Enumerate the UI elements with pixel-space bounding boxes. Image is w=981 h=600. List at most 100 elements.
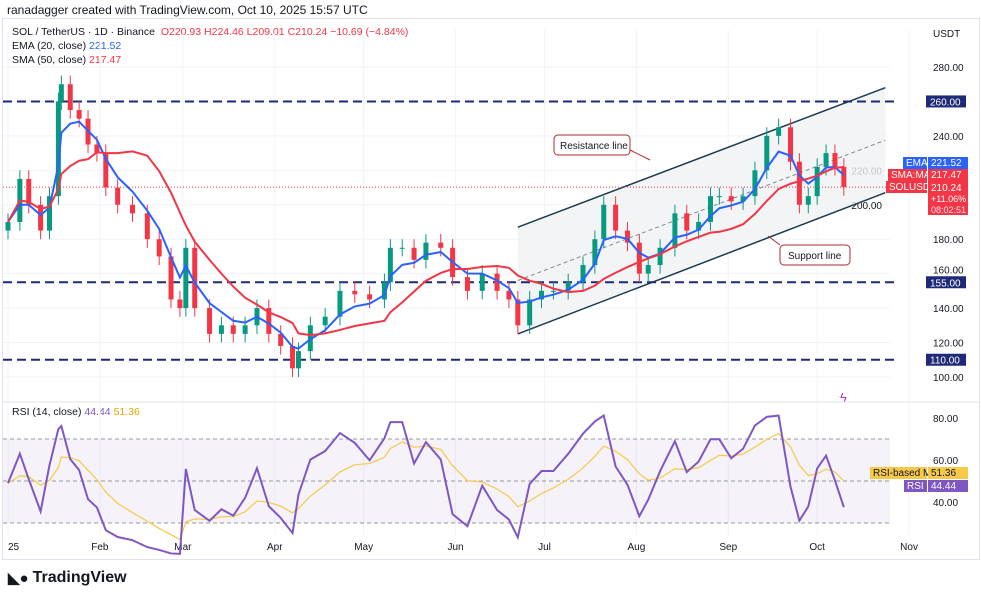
rsi-value: 44.44 xyxy=(84,406,111,418)
ema-value-badge: 221.52 xyxy=(931,158,962,169)
price-tick-label: 160.00 xyxy=(933,265,964,276)
candle-body xyxy=(657,247,663,266)
rsi-tick-label: 40.00 xyxy=(933,498,958,509)
candle-body xyxy=(183,247,189,309)
support-annotation: Support line xyxy=(788,251,842,262)
rsi-ma-line xyxy=(7,432,845,541)
candle-body xyxy=(613,204,619,231)
candle-body xyxy=(58,84,64,102)
candle-body xyxy=(636,242,642,274)
candle-body xyxy=(411,247,417,260)
support-annotation-box xyxy=(779,244,851,266)
candle-body xyxy=(527,299,533,326)
candle-body xyxy=(290,345,296,369)
rsi-badge-bg xyxy=(904,480,927,492)
candle-body xyxy=(776,127,782,136)
sma-legend[interactable]: SMA (50, close) 217.47 xyxy=(12,54,121,66)
tradingview-logo[interactable]: ◣● TradingView xyxy=(8,569,127,587)
candle-body xyxy=(156,239,162,257)
candle-body xyxy=(266,308,272,334)
candle-body xyxy=(672,213,678,248)
x-tick-label: Apr xyxy=(267,542,283,553)
candle-body xyxy=(479,273,485,291)
candle-body xyxy=(823,153,829,167)
ema-value-badge-bg xyxy=(928,157,968,169)
candle-body xyxy=(515,299,521,326)
rsi-label: RSI (14, close) xyxy=(12,406,82,418)
symbol-legend: SOL / TetherUS · 1D · Binance O220.93 H2… xyxy=(12,26,408,38)
candle-body xyxy=(494,273,500,291)
ema-badge-bg xyxy=(903,157,927,169)
candle-body xyxy=(787,127,793,162)
resistance-annotation: Resistance line xyxy=(560,141,628,152)
candle-body xyxy=(506,290,512,300)
rsi-ma-badge: RSI-based MA xyxy=(873,468,938,479)
candle-body xyxy=(841,166,847,188)
candle-body xyxy=(423,242,429,260)
candle-body xyxy=(565,282,571,291)
ema-label: EMA (20, close) xyxy=(12,40,87,52)
ema-value: 221.52 xyxy=(89,40,122,52)
support-line xyxy=(517,192,886,335)
candle-body xyxy=(76,110,82,119)
candle-body xyxy=(192,247,198,309)
candle-body xyxy=(832,153,838,167)
candle-body xyxy=(464,277,470,291)
sma-value-badge-bg xyxy=(928,169,968,181)
sma-value-badge: 217.47 xyxy=(931,170,962,181)
change-value: −10.69 (−4.84%) xyxy=(330,26,409,38)
open-value: O220.93 xyxy=(160,26,202,38)
candle-body xyxy=(352,290,358,295)
level-badge xyxy=(926,353,966,366)
rsi-ma-value: 51.36 xyxy=(113,406,140,418)
candle-body xyxy=(242,325,248,334)
level-label: 260.00 xyxy=(930,97,961,108)
candle-body xyxy=(764,135,770,171)
candle-body xyxy=(230,325,236,334)
candle-body xyxy=(26,178,32,205)
price-tick-label: 120.00 xyxy=(933,339,964,350)
level-badge xyxy=(926,95,966,108)
price-tick-label: 200.00 xyxy=(851,201,882,212)
level-label: 155.00 xyxy=(930,278,961,289)
ema-legend[interactable]: EMA (20, close) 221.52 xyxy=(12,40,121,52)
candle-body xyxy=(207,308,213,334)
candle-body xyxy=(399,247,405,249)
chart-frame[interactable] xyxy=(2,18,980,560)
level-badge xyxy=(926,276,966,289)
candle-body xyxy=(580,265,586,283)
x-tick-label: Mar xyxy=(174,542,192,553)
lightning-icon: ϟ xyxy=(840,390,847,405)
x-tick-label: Aug xyxy=(627,542,645,553)
candle-body xyxy=(684,213,690,231)
rsi-ma-value-badge-bg xyxy=(928,467,968,479)
x-tick-label: Feb xyxy=(91,542,109,553)
symbol-badge-bg xyxy=(886,181,927,193)
candle-body xyxy=(367,294,373,300)
symbol-name: SOL / TetherUS · 1D · Binance xyxy=(12,26,155,38)
candle-body xyxy=(539,290,545,300)
support-annotation-pointer xyxy=(767,235,781,246)
candle-body xyxy=(728,196,734,202)
rsi-badge: RSI xyxy=(907,481,924,492)
candle-body xyxy=(438,242,444,248)
x-tick-label: 25 xyxy=(8,542,20,553)
candle-body xyxy=(322,316,328,326)
candle-body xyxy=(94,144,100,154)
candle-body xyxy=(387,247,393,283)
x-tick-label: May xyxy=(354,542,373,553)
candle-body xyxy=(814,166,820,197)
candle-body xyxy=(624,230,630,243)
candle-body xyxy=(592,239,598,266)
sma-label: SMA (50, close) xyxy=(12,54,87,66)
candle-body xyxy=(177,299,183,309)
rsi-legend[interactable]: RSI (14, close) 44.44 51.36 xyxy=(12,406,140,418)
credit-text: ranadagger created with TradingView.com,… xyxy=(7,3,368,17)
candle-body xyxy=(696,221,702,231)
sma-value: 217.47 xyxy=(89,54,122,66)
candle-body xyxy=(55,101,61,197)
candle-body xyxy=(796,161,802,205)
logo-icon: ◣● xyxy=(8,570,29,587)
candle-body xyxy=(707,196,713,222)
